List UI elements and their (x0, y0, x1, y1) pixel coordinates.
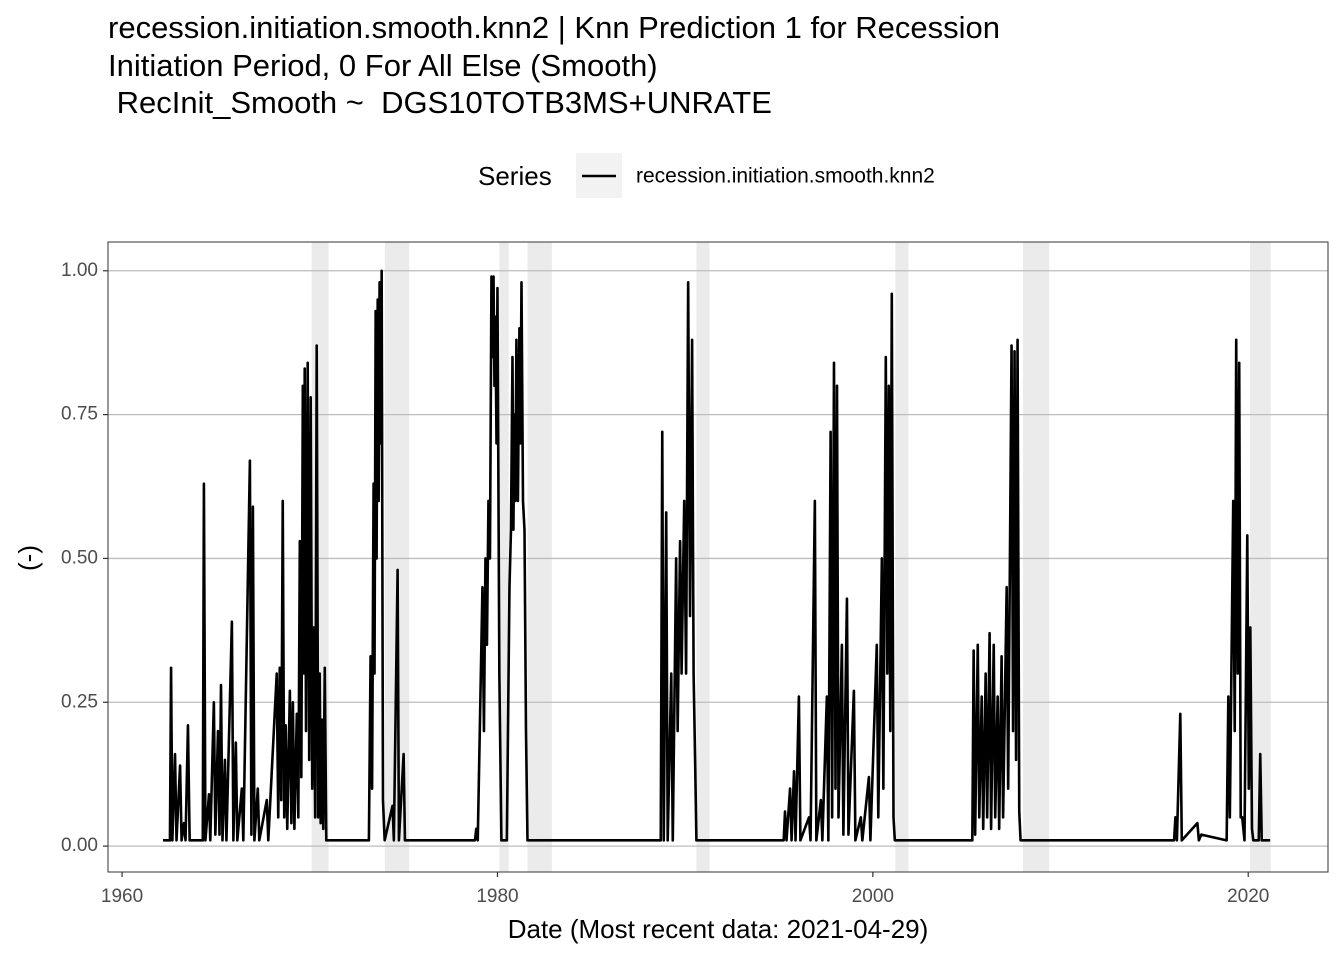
y-axis-title: (-) (13, 545, 43, 571)
series-line (162, 269, 1271, 842)
legend-label: recession.initiation.smooth.knn2 (636, 165, 935, 188)
panel-border (107, 241, 1329, 873)
y-tick-label: 0.50 (61, 547, 98, 568)
shaded-region (1023, 242, 1050, 872)
x-tick-label: 1960 (101, 886, 143, 907)
x-axis-title: Date (Most recent data: 2021-04-29) (508, 914, 929, 944)
x-tick-label: 2020 (1227, 886, 1269, 907)
shaded-region (499, 242, 509, 872)
chart-title: recession.initiation.smooth.knn2 | Knn P… (108, 10, 1000, 45)
shaded-region (384, 242, 410, 872)
y-tick-label: 1.00 (61, 260, 98, 281)
legend-title: Series (478, 161, 552, 191)
shaded-region (895, 242, 909, 872)
shaded-region (527, 242, 552, 872)
shaded-region (696, 242, 710, 872)
chart-title: RecInit_Smooth ~ DGS10TOTB3MS+UNRATE (108, 85, 772, 120)
y-tick-label: 0.25 (61, 691, 98, 712)
x-tick-label: 1980 (476, 886, 518, 907)
y-tick-label: 0.75 (61, 404, 98, 425)
shaded-region (1250, 242, 1271, 872)
chart-title: Initiation Period, 0 For All Else (Smoot… (108, 48, 658, 83)
y-tick-label: 0.00 (61, 835, 98, 856)
x-tick-label: 2000 (852, 886, 894, 907)
